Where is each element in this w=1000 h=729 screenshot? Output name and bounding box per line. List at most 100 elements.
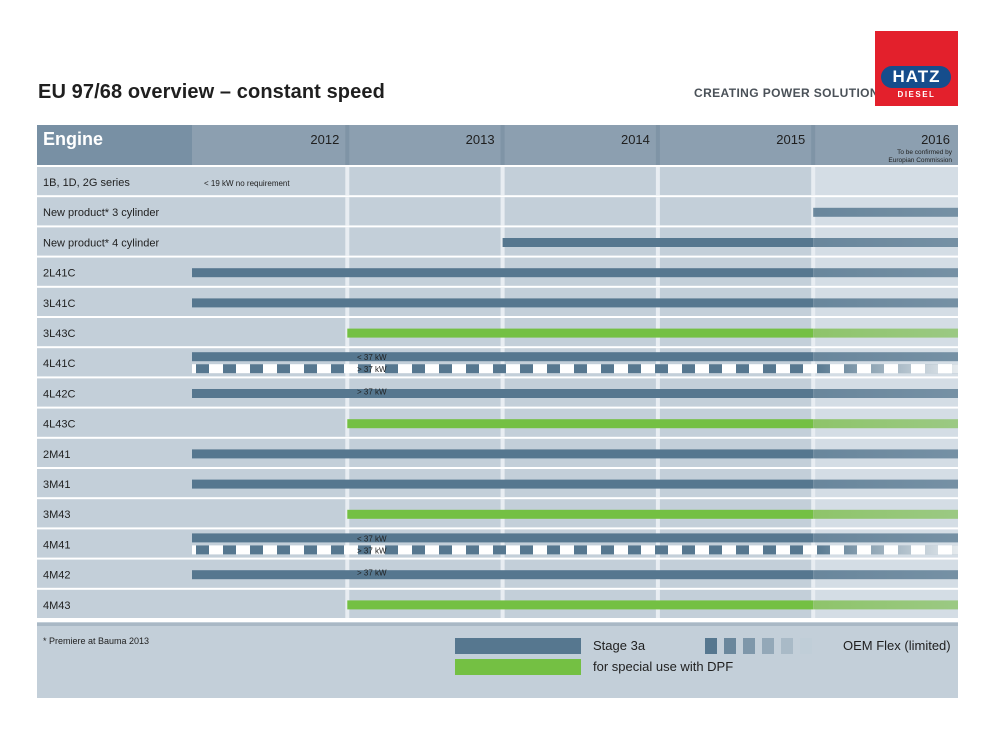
dpf-bar-projected	[813, 509, 958, 519]
engine-label: New product* 3 cylinder	[43, 207, 160, 219]
engine-label: 2L41C	[43, 268, 75, 280]
oem-flex-bar-segment	[196, 545, 209, 555]
row-year-cell	[347, 197, 503, 226]
oem-flex-bar-segment	[601, 545, 614, 555]
dpf-bar	[347, 419, 814, 429]
bar-annotation: < 19 kW no requirement	[204, 179, 290, 188]
stage3a-bar-projected	[813, 389, 958, 398]
stage3a-bar-projected	[813, 533, 958, 543]
oem-flex-bar-segment	[304, 364, 317, 374]
row-year-cell	[192, 318, 348, 347]
header-separator-2013	[345, 125, 350, 165]
logo-pill	[881, 66, 951, 88]
header-separator-2016	[811, 125, 816, 165]
stage3a-bar-projected	[813, 449, 958, 459]
legend-oem-flex-block	[800, 638, 812, 654]
oem-flex-bar-segment	[655, 545, 668, 555]
row-year-cell	[347, 167, 503, 196]
year-label-2014: 2014	[621, 132, 650, 147]
row-year-separator	[655, 348, 660, 377]
row-year-cell	[502, 167, 658, 196]
row-label-cell	[37, 408, 192, 437]
row-label-cell	[37, 167, 192, 196]
oem-flex-bar-segment	[466, 545, 479, 555]
oem-flex-bar-segment	[466, 364, 479, 374]
oem-flex-bar-segment	[655, 364, 668, 374]
row-year-cell	[657, 197, 814, 226]
stage3a-bar	[192, 449, 814, 459]
row-year-cell	[192, 499, 348, 528]
oem-flex-bar-segment	[520, 364, 533, 374]
row-year-cell	[192, 167, 348, 196]
legend-stage3a-label: Stage 3a	[593, 638, 646, 653]
row-year-cell	[192, 408, 348, 437]
footnote: * Premiere at Bauma 2013	[43, 636, 150, 646]
bar-annotation: < 37 kW	[357, 353, 387, 362]
header-label-cell	[37, 125, 192, 165]
stage3a-bar	[192, 533, 814, 543]
row-label-cell	[37, 378, 192, 407]
oem-flex-bar-segment	[223, 545, 236, 555]
oem-flex-bar-segment	[439, 545, 452, 555]
engine-label: 3L41C	[43, 298, 75, 310]
stage3a-bar-projected	[813, 570, 958, 580]
engine-label: 4M42	[43, 570, 71, 582]
oem-flex-bar-segment	[439, 364, 452, 374]
legend-dpf-swatch	[455, 659, 581, 675]
oem-flex-bar-segment	[790, 545, 803, 555]
legend-oem-flex-block	[724, 638, 736, 654]
stage3a-bar-projected	[813, 238, 958, 247]
oem-flex-bar-segment	[709, 545, 722, 555]
header-separator-2015	[655, 125, 660, 165]
tagline: CREATING POWER SOLUTIONS.	[694, 86, 892, 100]
row-year-separator	[811, 529, 816, 558]
bar-annotation: < 37 kW	[357, 534, 387, 543]
oem-flex-bar-segment	[223, 364, 236, 374]
header-separator-2014	[500, 125, 505, 165]
oem-flex-bar-segment	[736, 545, 749, 555]
oem-flex-bar-segment	[574, 545, 587, 555]
oem-flex-bar-segment	[682, 364, 695, 374]
stage3a-bar-projected	[813, 479, 958, 489]
oem-flex-bar-segment	[628, 364, 641, 374]
row-year-cell	[813, 167, 958, 196]
dpf-bar	[347, 600, 814, 610]
oem-flex-bar-segment	[547, 545, 560, 555]
row-label-cell	[37, 438, 192, 467]
oem-flex-bar-segment	[385, 364, 398, 374]
engine-label: 4L43C	[43, 419, 75, 431]
row-label-cell	[37, 287, 192, 316]
engine-label: 3M43	[43, 509, 71, 521]
stage3a-bar-projected	[813, 268, 958, 278]
engine-label: 4L42C	[43, 388, 75, 400]
legend-oem-flex-block	[781, 638, 793, 654]
stage3a-bar	[192, 352, 814, 362]
legend-oem-flex-block	[762, 638, 774, 654]
stage3a-bar	[192, 479, 814, 489]
stage3a-bar	[192, 570, 814, 580]
row-year-separator	[811, 167, 816, 196]
bar-annotation: > 37 kW	[357, 387, 387, 396]
stage3a-bar	[192, 268, 814, 278]
engine-label: 3L43C	[43, 328, 75, 340]
row-year-separator	[655, 167, 660, 196]
row-label-cell	[37, 559, 192, 588]
oem-flex-bar-segment	[196, 364, 209, 374]
row-year-cell	[502, 197, 658, 226]
engine-label: New product* 4 cylinder	[43, 237, 160, 249]
row-label-cell	[37, 589, 192, 618]
oem-flex-bar-segment	[412, 545, 425, 555]
row-year-separator	[345, 529, 350, 558]
engine-label: 3M41	[43, 479, 71, 491]
row-year-separator	[811, 348, 816, 377]
oem-flex-bar-segment	[493, 364, 506, 374]
dpf-bar	[347, 328, 814, 338]
row-year-cell	[657, 167, 814, 196]
oem-flex-bar-segment	[601, 364, 614, 374]
oem-flex-bar-segment	[763, 545, 776, 555]
logo-subtext: DIESEL	[897, 90, 936, 99]
header-engine-label: Engine	[43, 129, 103, 149]
